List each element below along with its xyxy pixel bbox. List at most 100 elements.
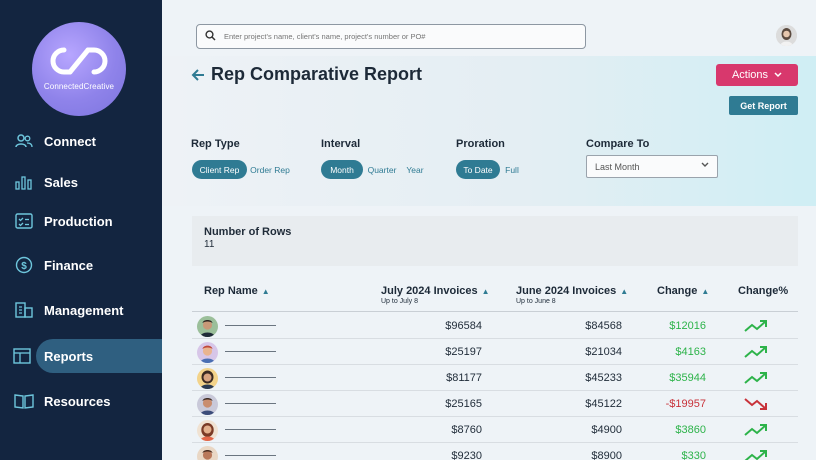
sidebar-item-label: Sales xyxy=(44,174,78,190)
table-row[interactable]: $8760 $4900 $3860 xyxy=(192,417,798,443)
trend-up-icon xyxy=(743,318,769,339)
rep-avatar xyxy=(197,446,218,460)
rep-avatar xyxy=(197,316,218,337)
table-row[interactable]: $9230 $8900 $330 xyxy=(192,443,798,460)
sidebar-item-management[interactable]: Management xyxy=(14,293,123,327)
trend-up-icon xyxy=(743,422,769,443)
rep-name-redacted xyxy=(225,455,276,456)
actions-label: Actions xyxy=(731,69,769,81)
proration-label: Proration xyxy=(456,138,505,150)
sidebar-item-connect[interactable]: Connect xyxy=(14,124,96,158)
actions-button[interactable]: Actions xyxy=(716,64,798,86)
rep-type-order-rep[interactable]: Order Rep xyxy=(250,164,290,175)
proration-full[interactable]: Full xyxy=(505,164,519,175)
col-header-change[interactable]: Change ▲︎ xyxy=(657,285,709,297)
cell-july-invoices: $25165 xyxy=(445,398,482,410)
interval-quarter[interactable]: Quarter xyxy=(367,164,397,175)
rep-name-redacted xyxy=(225,403,276,404)
compare-to-value: Last Month xyxy=(595,161,640,172)
table-row[interactable]: $81177 $45233 $35944 xyxy=(192,365,798,391)
sidebar: ConnectedCreative Connect Sales Producti… xyxy=(0,0,162,460)
rep-avatar xyxy=(197,368,218,389)
cell-june-invoices: $45122 xyxy=(585,398,622,410)
sidebar-item-sales[interactable]: Sales xyxy=(14,165,78,199)
cell-june-invoices: $84568 xyxy=(585,320,622,332)
sort-icon[interactable]: ▲︎ xyxy=(701,287,710,296)
col-header-rep-name[interactable]: Rep Name ▲︎ xyxy=(204,285,270,297)
search-bar[interactable] xyxy=(196,24,586,49)
users-icon xyxy=(14,131,34,151)
sidebar-item-resources[interactable]: Resources xyxy=(14,384,110,418)
col-subheader-june: Up to June 8 xyxy=(516,298,556,305)
sidebar-item-label: Production xyxy=(44,213,113,229)
trend-up-icon xyxy=(743,370,769,391)
sidebar-item-label: Resources xyxy=(44,393,111,409)
cell-june-invoices: $21034 xyxy=(585,346,622,358)
col-subheader-july: Up to July 8 xyxy=(381,298,418,305)
checklist-icon xyxy=(14,211,34,231)
sidebar-item-label: Connect xyxy=(44,133,96,149)
cell-june-invoices: $4900 xyxy=(591,424,622,436)
infinity-logo-icon xyxy=(50,47,108,75)
col-header-label: Rep Name xyxy=(204,285,258,297)
table-icon xyxy=(12,346,32,366)
chevron-down-icon xyxy=(701,160,709,170)
table-row[interactable]: $96584 $84568 $12016 xyxy=(192,313,798,339)
rows-info-panel: Number of Rows 11 xyxy=(192,216,798,266)
trend-down-icon xyxy=(743,396,769,417)
sidebar-item-label: Finance xyxy=(44,257,94,273)
user-avatar[interactable] xyxy=(776,25,797,46)
book-icon xyxy=(14,391,34,411)
interval-year[interactable]: Year xyxy=(406,164,424,175)
svg-text:$: $ xyxy=(21,261,27,272)
bar-chart-icon xyxy=(14,172,34,192)
rep-name-redacted xyxy=(225,325,276,326)
rep-name-redacted xyxy=(225,377,276,378)
cell-change: $3860 xyxy=(675,424,706,436)
rep-avatar xyxy=(197,342,218,363)
cell-july-invoices: $9230 xyxy=(451,450,482,460)
rows-count-label: Number of Rows xyxy=(204,226,292,238)
proration-to-date[interactable]: To Date xyxy=(456,160,500,179)
page-title: Rep Comparative Report xyxy=(211,64,423,84)
rep-name-redacted xyxy=(225,351,276,352)
compare-to-select[interactable]: Last Month xyxy=(586,155,718,178)
sort-icon[interactable]: ▲︎ xyxy=(481,287,490,296)
brand-logo[interactable]: ConnectedCreative xyxy=(32,22,126,116)
cell-change: $330 xyxy=(681,450,706,460)
get-report-button[interactable]: Get Report xyxy=(729,96,798,115)
table-row[interactable]: $25165 $45122 -$19957 xyxy=(192,391,798,417)
logo-text: ConnectedCreative xyxy=(43,82,115,91)
cell-change: $35944 xyxy=(669,372,706,384)
cell-change: -$19957 xyxy=(665,398,706,410)
table-header-divider xyxy=(192,311,798,312)
cell-june-invoices: $8900 xyxy=(591,450,622,460)
search-icon xyxy=(205,28,216,46)
sort-icon[interactable]: ▲︎ xyxy=(261,287,270,296)
trend-up-icon xyxy=(743,344,769,365)
rep-type-client-rep[interactable]: Client Rep xyxy=(192,160,247,179)
col-header-label: June 2024 Invoices xyxy=(516,285,617,297)
col-header-label: Change xyxy=(657,285,698,297)
rows-count-value: 11 xyxy=(204,239,215,250)
compare-to-label: Compare To xyxy=(586,138,650,150)
interval-month[interactable]: Month xyxy=(321,160,363,179)
back-arrow-icon[interactable] xyxy=(191,66,205,87)
cell-june-invoices: $45233 xyxy=(585,372,622,384)
col-header-june-invoices[interactable]: June 2024 Invoices ▲︎ xyxy=(516,285,628,297)
col-header-label: July 2024 Invoices xyxy=(381,285,478,297)
cell-july-invoices: $96584 xyxy=(445,320,482,332)
col-header-july-invoices[interactable]: July 2024 Invoices ▲︎ xyxy=(381,285,490,297)
chevron-down-icon xyxy=(774,69,782,81)
search-input[interactable] xyxy=(224,32,564,41)
cell-change: $4163 xyxy=(675,346,706,358)
sort-icon[interactable]: ▲︎ xyxy=(620,287,629,296)
table-row[interactable]: $25197 $21034 $4163 xyxy=(192,339,798,365)
sidebar-item-finance[interactable]: $ Finance xyxy=(14,248,93,282)
sidebar-item-reports[interactable]: Reports xyxy=(13,339,162,373)
col-header-change-pct: Change% xyxy=(738,285,789,297)
rep-avatar xyxy=(197,394,218,415)
rep-name-redacted xyxy=(225,429,276,430)
sidebar-item-production[interactable]: Production xyxy=(14,204,113,238)
cell-change: $12016 xyxy=(669,320,706,332)
